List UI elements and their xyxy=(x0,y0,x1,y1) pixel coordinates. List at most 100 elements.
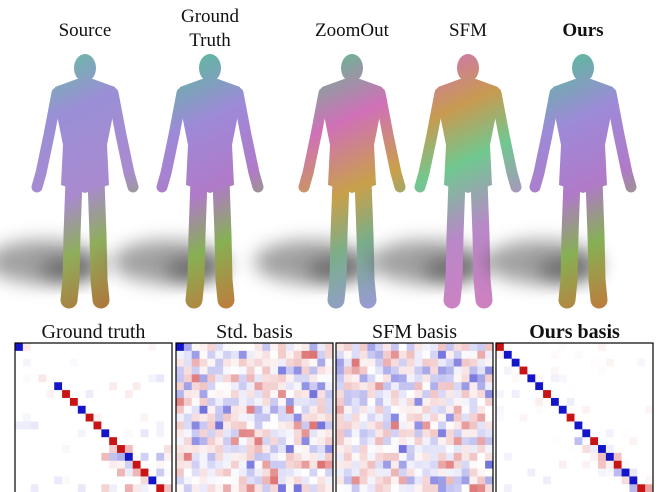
matrix-cell xyxy=(535,367,543,375)
matrix-cell xyxy=(62,359,70,367)
matrix-cell xyxy=(39,461,47,469)
matrix-cell xyxy=(645,382,653,390)
matrix-cell xyxy=(422,469,430,477)
matrix-cell xyxy=(527,429,535,437)
matrix-cell xyxy=(622,398,630,406)
matrix-cell xyxy=(54,382,62,390)
matrix-cell xyxy=(422,453,430,461)
matrix-cell xyxy=(535,453,543,461)
matrix-cell xyxy=(637,469,645,477)
matrix-cell xyxy=(559,359,567,367)
matrix-cell xyxy=(278,461,286,469)
matrix-cell xyxy=(543,453,551,461)
matrix-cell xyxy=(512,343,520,351)
matrix-cell xyxy=(184,398,192,406)
matrix-cell xyxy=(156,390,164,398)
matrix-cell xyxy=(454,429,462,437)
matrix-cell xyxy=(598,374,606,382)
matrix-cell xyxy=(598,382,606,390)
matrix-cell xyxy=(477,414,485,422)
matrix-cell xyxy=(278,343,286,351)
matrix-cell xyxy=(262,359,270,367)
matrix-cell xyxy=(606,414,614,422)
matrix-cell xyxy=(62,437,70,445)
matrix-cell xyxy=(215,476,223,484)
matrix-cell xyxy=(148,445,156,453)
method-label: Truth xyxy=(189,30,231,51)
matrix-cell xyxy=(430,374,438,382)
matrix-cell xyxy=(247,382,255,390)
matrix-cell xyxy=(255,374,263,382)
matrix-cell xyxy=(200,351,208,359)
matrix-cell xyxy=(575,429,583,437)
matrix-cell xyxy=(176,461,184,469)
matrix-cell xyxy=(262,390,270,398)
matrix-cell xyxy=(527,374,535,382)
matrix-cell xyxy=(383,390,391,398)
matrix-cell xyxy=(629,469,637,477)
matrix-cell xyxy=(477,445,485,453)
matrix-cell xyxy=(645,359,653,367)
matrix-cell xyxy=(23,437,31,445)
matrix-cell xyxy=(278,484,286,492)
matrix-cell xyxy=(582,351,590,359)
matrix-cell xyxy=(286,398,294,406)
matrix-cell xyxy=(430,484,438,492)
matrix-cell xyxy=(46,476,54,484)
matrix-cell xyxy=(496,422,504,430)
matrix-cell xyxy=(430,359,438,367)
matrix-cell xyxy=(141,484,149,492)
matrix-cell xyxy=(336,398,344,406)
matrix-cell xyxy=(109,398,117,406)
matrix-cell xyxy=(446,367,454,375)
matrix-cell xyxy=(39,382,47,390)
matrix-cell xyxy=(336,429,344,437)
matrix-cell xyxy=(62,343,70,351)
matrix-cell xyxy=(70,422,78,430)
matrix-cell xyxy=(46,398,54,406)
matrix-cell xyxy=(399,484,407,492)
matrix-cell xyxy=(156,398,164,406)
matrix-cell xyxy=(148,414,156,422)
matrix-cell xyxy=(637,398,645,406)
matrix-cell xyxy=(336,351,344,359)
matrix-cell xyxy=(551,406,559,414)
matrix-cell xyxy=(15,461,23,469)
matrix-cell xyxy=(543,429,551,437)
matrix-cell xyxy=(535,406,543,414)
matrix-cell xyxy=(407,382,415,390)
matrix-cell xyxy=(462,359,470,367)
matrix-cell xyxy=(375,445,383,453)
matrix-cell xyxy=(438,406,446,414)
matrix-cell xyxy=(133,374,141,382)
matrix-cell xyxy=(352,429,360,437)
matrix-cell xyxy=(383,414,391,422)
matrix-cell xyxy=(255,453,263,461)
matrix-cell xyxy=(156,437,164,445)
matrix-cell xyxy=(286,359,294,367)
matrix-cell xyxy=(360,359,368,367)
matrix-cell xyxy=(606,390,614,398)
matrix-cell xyxy=(430,343,438,351)
matrix-cell xyxy=(270,367,278,375)
matrix-cell xyxy=(477,398,485,406)
matrix-cell xyxy=(543,469,551,477)
matrix-cell xyxy=(70,359,78,367)
matrix-cell xyxy=(86,484,94,492)
matrix-cell xyxy=(184,484,192,492)
matrix-cell xyxy=(270,406,278,414)
matrix-cell xyxy=(367,343,375,351)
matrix-cell xyxy=(255,398,263,406)
matrix-cell xyxy=(278,422,286,430)
matrix-cell xyxy=(39,406,47,414)
matrix-cell xyxy=(422,351,430,359)
matrix-cell xyxy=(215,484,223,492)
matrix-cell xyxy=(78,437,86,445)
matrix-cell xyxy=(286,461,294,469)
matrix-cell xyxy=(598,484,606,492)
matrix-cell xyxy=(192,445,200,453)
matrix-cell xyxy=(278,445,286,453)
matrix-cell xyxy=(15,390,23,398)
matrix-cell xyxy=(614,429,622,437)
matrix-cell xyxy=(383,351,391,359)
